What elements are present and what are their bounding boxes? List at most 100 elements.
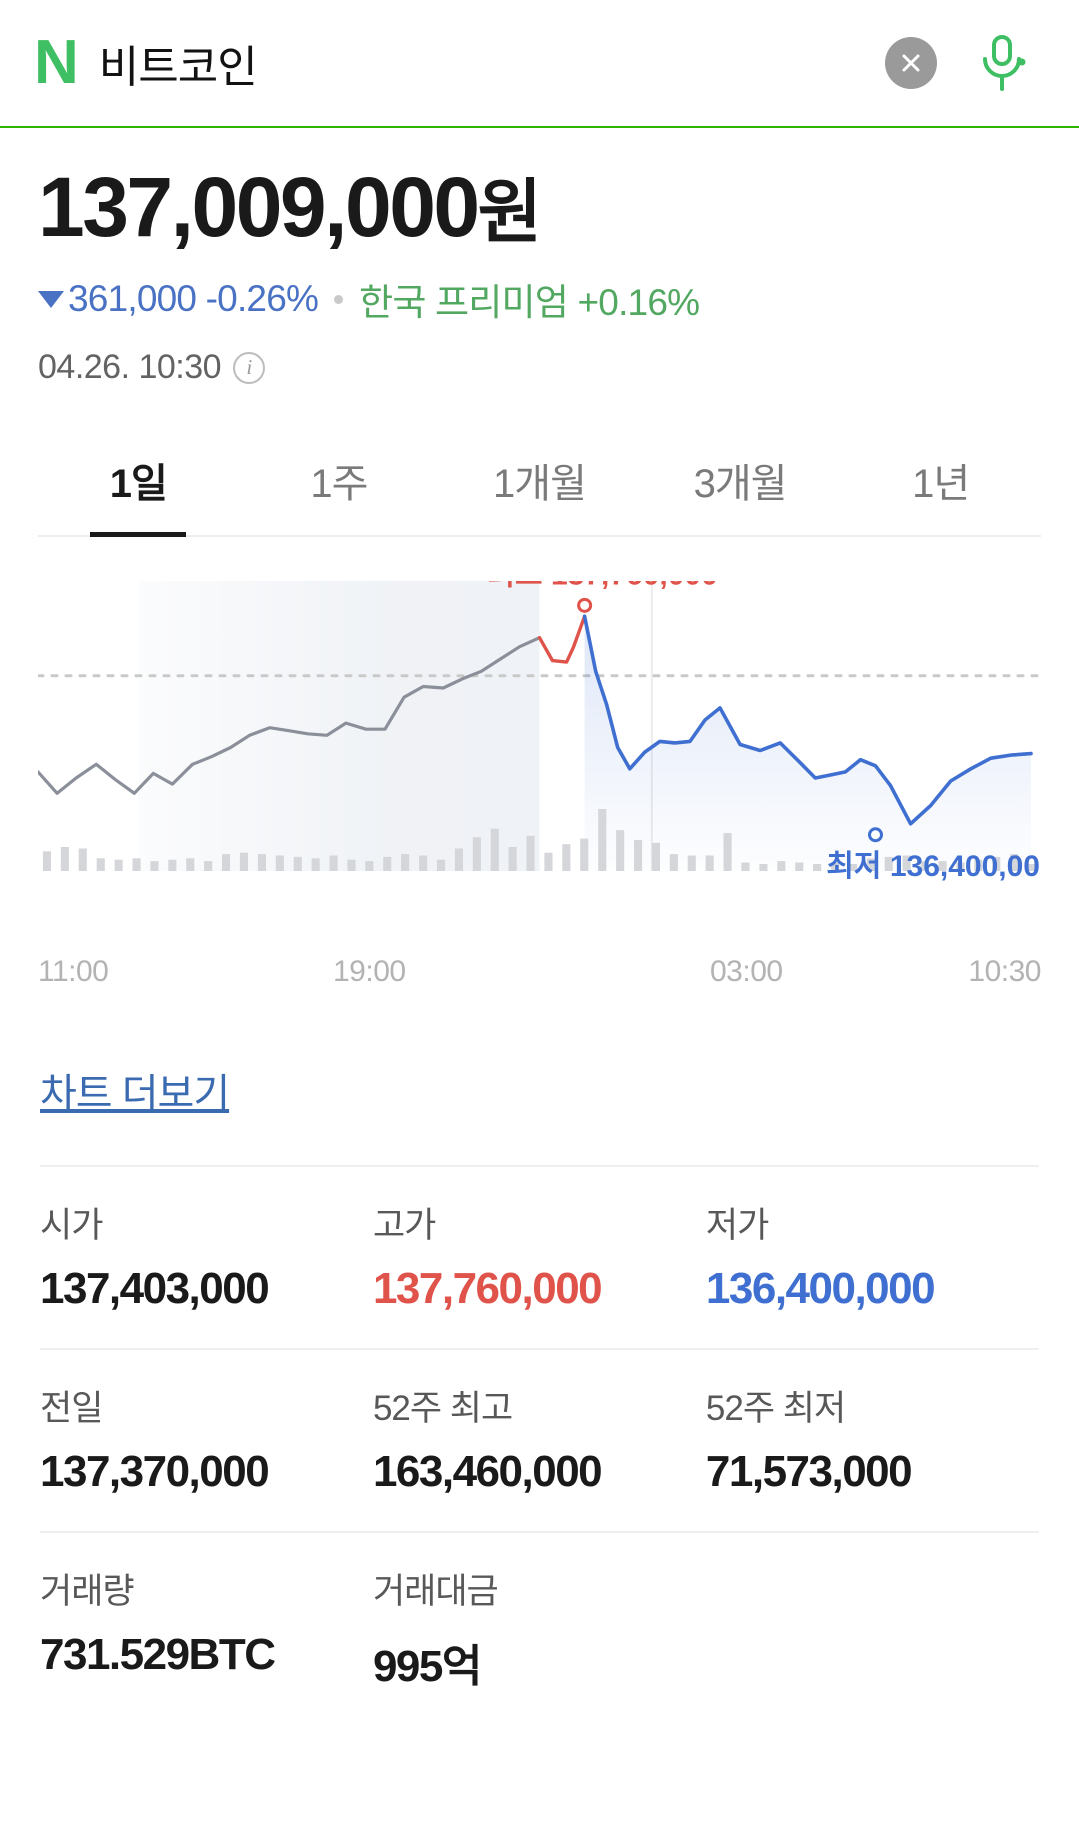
volume-bar [42,851,51,872]
chart-line-current [582,614,1033,826]
volume-bar [723,833,732,872]
price-chart[interactable]: 최고 137,760,000 최저 136,400,000 11:00 19:0… [38,581,1041,997]
korea-premium-value: +0.16% [577,282,700,324]
chart-canvas[interactable]: 최고 137,760,000 최저 136,400,000 [38,581,1041,951]
stat-label-52w-low: 52주 최저 [705,1389,846,1429]
naver-logo-icon[interactable]: N [34,28,79,97]
more-chart-link[interactable]: 차트 더보기 [40,1072,230,1117]
x-tick-4: 10:30 [968,955,1041,989]
clear-search-button[interactable] [885,37,937,89]
stat-value-high: 137,760,000 [372,1264,603,1314]
volume-bar [974,859,983,872]
volume-bar [956,862,965,872]
volume-bar [132,858,141,872]
stat-prev-close: 전일 137,370,000 [40,1380,373,1497]
volume-bar [526,835,535,872]
period-tabs: 1일 1주 1개월 3개월 1년 [38,451,1041,538]
stat-value-52w-low: 71,573,000 [705,1447,913,1497]
volume-bar [1010,854,1019,872]
volume-bar [275,855,284,872]
stat-label-open: 시가 [40,1206,103,1246]
volume-bar [78,848,87,872]
volume-bar [562,844,571,872]
stat-open: 시가 137,403,000 [40,1197,373,1314]
volume-bar [580,838,589,872]
volume-bar [60,847,69,872]
chart-area-fill [584,616,1031,872]
x-tick-1: 11:00 [38,955,109,989]
stats-row-volume: 거래량 731.529BTC 거래대금 995억 [40,1531,1039,1728]
current-price: 137,009,000원 [38,160,1041,254]
stat-volume: 거래량 731.529BTC [40,1563,373,1694]
volume-bar [168,859,177,872]
volume-bar [777,861,786,872]
volume-bar [741,862,750,872]
korea-premium-label: 한국 프리미엄 [359,282,569,324]
x-tick-3: 03:00 [710,955,783,989]
stats-row-ohlc: 시가 137,403,000 고가 137,760,000 저가 136,400… [40,1165,1039,1348]
volume-bar [938,861,947,872]
volume-bar [347,859,356,872]
stat-label-52w-high: 52주 최고 [372,1389,513,1429]
korea-premium: 한국 프리미엄 +0.16% [359,272,700,326]
info-icon[interactable]: i [233,351,266,384]
price-change-percent: -0.26% [205,278,319,320]
volume-bar [204,861,213,872]
x-tick-2: 19:00 [333,955,406,989]
volume-bar [651,842,660,872]
quote-timestamp-row: 04.26. 10:30 i [38,348,1041,387]
chart-high-marker [577,597,593,613]
voice-search-button[interactable] [975,32,1029,94]
chart-high-label: 최고 137,760,000 [487,581,717,591]
volume-bar [454,848,463,872]
price-summary: 137,009,000원 361,000 -0.26% 한국 프리미엄 +0.1… [0,128,1079,387]
chart-x-axis: 11:00 19:00 03:00 10:30 [38,955,1041,997]
volume-bar [759,864,768,872]
volume-bar [1028,864,1037,872]
volume-bar [508,847,517,872]
close-icon [902,54,920,72]
volume-bar [902,855,911,872]
stat-label-low: 저가 [705,1206,769,1246]
volume-bar [293,856,302,872]
tab-3month[interactable]: 3개월 [693,462,788,507]
volume-bar [257,854,266,872]
volume-bar [490,828,499,872]
price-change-amount: 361,000 [68,278,197,320]
stat-turnover: 거래대금 995억 [373,1563,706,1694]
stat-value-volume: 731.529BTC [40,1630,276,1680]
tab-1day[interactable]: 1일 [38,451,239,535]
search-header: N 비트코인 [0,0,1079,128]
volume-bar [813,864,822,872]
price-change: 361,000 -0.26% [38,278,319,320]
stats-row-range: 전일 137,370,000 52주 최고 163,460,000 52주 최저… [40,1348,1039,1531]
search-query-text[interactable]: 비트코인 [98,43,258,92]
volume-bar [687,855,696,872]
stat-label-volume: 거래량 [40,1572,135,1612]
volume-bar [150,861,159,872]
volume-bar [848,864,857,872]
volume-bar [329,855,338,872]
volume-bar [992,856,1001,872]
chart-low-label: 최저 136,400,000 [826,850,1041,883]
stat-52w-low: 52주 최저 71,573,000 [706,1380,1039,1497]
volume-bar [383,856,392,872]
currency-suffix: 원 [477,173,542,251]
tab-1year[interactable]: 1년 [912,462,970,507]
volume-bar [96,858,105,872]
volume-bar [866,858,875,872]
volume-bar [419,855,428,872]
stat-label-high: 고가 [372,1206,436,1246]
stat-empty [706,1563,1039,1694]
stats-table: 시가 137,403,000 고가 137,760,000 저가 136,400… [40,1165,1039,1728]
stat-value-turnover: 995억 [372,1642,482,1692]
volume-bar [311,858,320,872]
tab-1month[interactable]: 1개월 [493,462,587,507]
tab-1week[interactable]: 1주 [310,462,368,507]
stat-label-prev-close: 전일 [40,1389,103,1429]
quote-timestamp: 04.26. 10:30 [38,348,222,387]
stat-52w-high: 52주 최고 163,460,000 [373,1380,706,1497]
volume-bar [472,837,481,872]
price-change-row: 361,000 -0.26% 한국 프리미엄 +0.16% [38,272,1041,326]
volume-bar [365,861,374,872]
